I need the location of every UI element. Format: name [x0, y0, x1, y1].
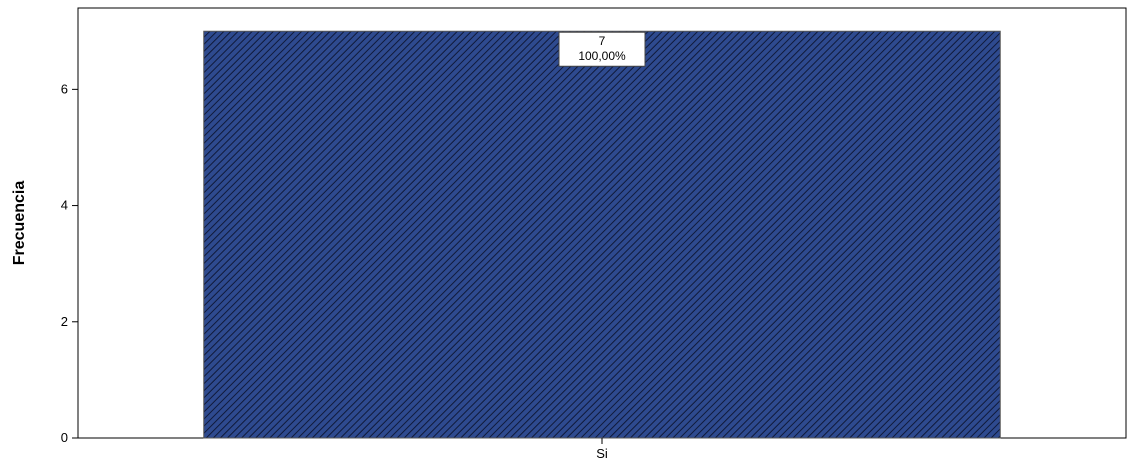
- y-tick-label: 6: [61, 81, 68, 96]
- y-tick-label: 4: [61, 198, 68, 213]
- data-label-box: [558, 31, 646, 67]
- x-axis-ticks: Si: [596, 438, 608, 461]
- data-label-percent: 100,00%: [578, 49, 626, 63]
- y-tick-label: 2: [61, 314, 68, 329]
- y-tick-label: 0: [61, 430, 68, 445]
- data-label-count: 7: [599, 34, 606, 48]
- y-axis-ticks: 0 2 4 6: [61, 81, 78, 445]
- x-tick-label: Si: [596, 446, 608, 461]
- bar-si: [203, 30, 1001, 439]
- y-axis-label: Frecuencia: [11, 181, 28, 266]
